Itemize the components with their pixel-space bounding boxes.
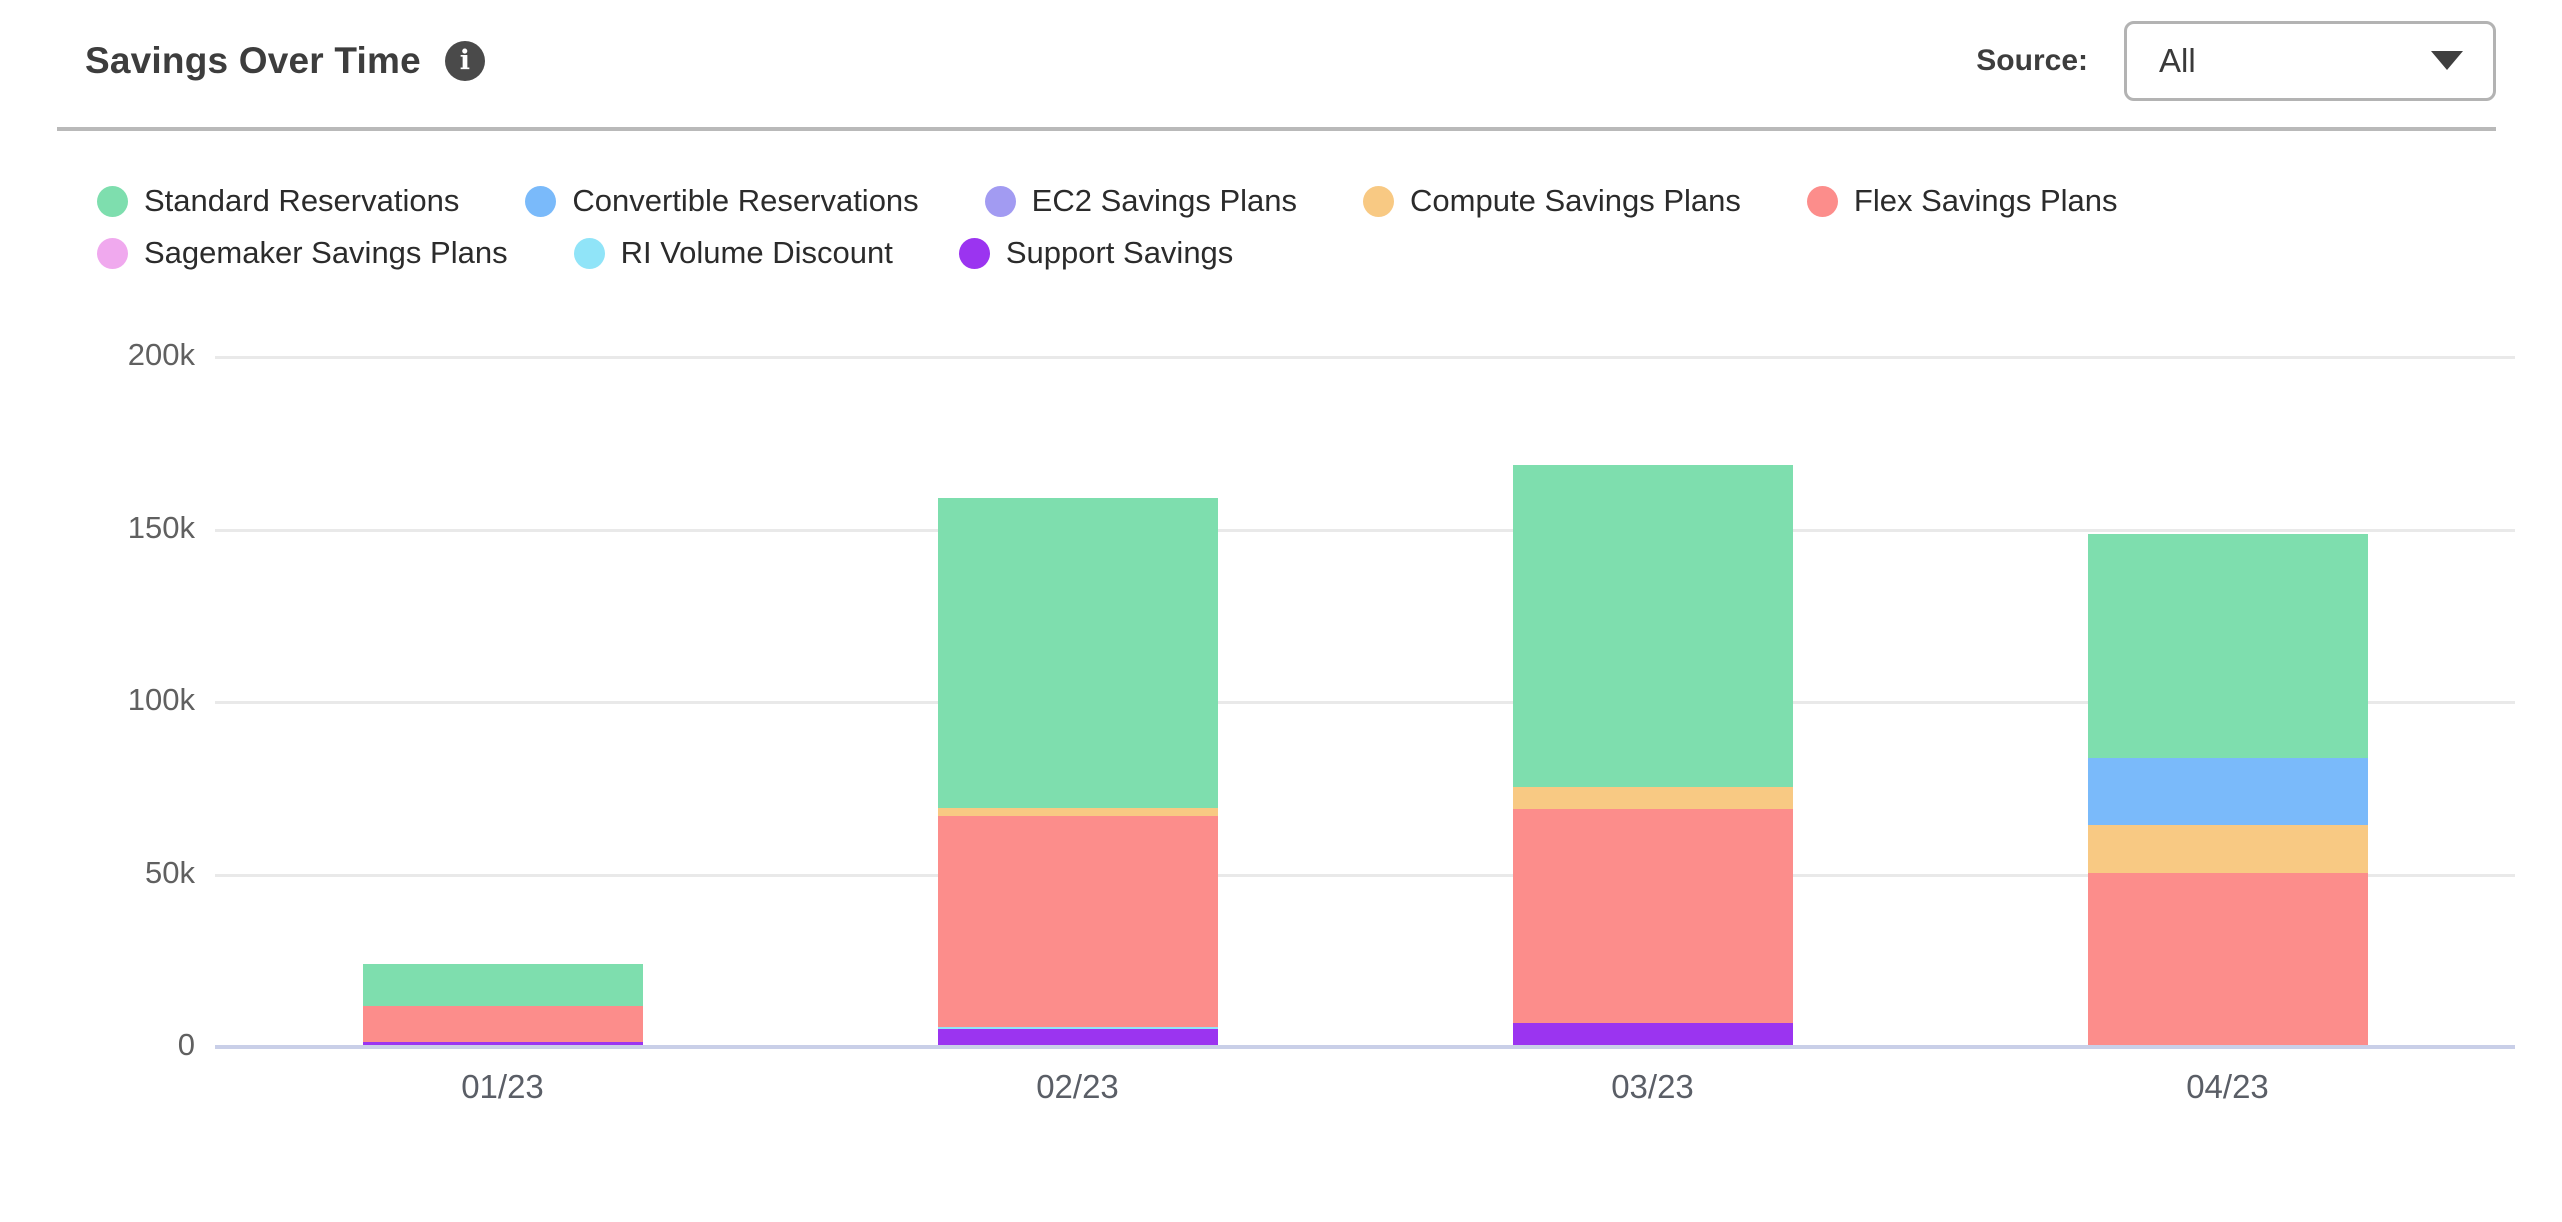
source-dropdown[interactable]: All: [2124, 20, 2496, 101]
legend-label: Support Savings: [1005, 235, 1234, 270]
source-selected-value: All: [2159, 41, 2196, 79]
bar-segment[interactable]: [362, 1041, 643, 1045]
bar-segment[interactable]: [362, 1006, 643, 1042]
plot-area: [215, 356, 2515, 1049]
legend-dot-icon: [984, 185, 1016, 217]
legend-dot-icon: [525, 185, 557, 217]
legend-dot-icon: [573, 237, 605, 269]
bar-segment[interactable]: [937, 497, 1218, 809]
bar-segment[interactable]: [1512, 1023, 1793, 1045]
legend-label: Sagemaker Savings Plans: [144, 235, 508, 270]
chevron-down-icon: [2431, 51, 2463, 70]
gridline: [215, 873, 2515, 877]
legend-row: Sagemaker Savings Plans RI Volume Discoun…: [97, 235, 2347, 271]
bar-segment[interactable]: [937, 1026, 1218, 1030]
x-tick-label: 02/23: [1036, 1068, 1119, 1105]
legend-dot-icon: [97, 185, 128, 217]
bar-segment[interactable]: [937, 816, 1218, 1027]
legend-item[interactable]: Sagemaker Savings Plans: [97, 235, 508, 271]
chart-legend: Standard Reservations Convertible Reserva…: [97, 183, 2347, 271]
bar-segment[interactable]: [1512, 809, 1793, 1024]
legend-dot-icon: [958, 237, 990, 269]
legend-label: EC2 Savings Plans: [1031, 183, 1298, 218]
bar-segment[interactable]: [937, 808, 1218, 817]
bar-03/23: [1512, 465, 1793, 1045]
legend-label: Compute Savings Plans: [1410, 183, 1741, 218]
legend-dot-icon: [1806, 185, 1838, 217]
legend-label: Convertible Reservations: [572, 183, 919, 218]
bar-segment[interactable]: [2087, 534, 2368, 758]
bar-segment[interactable]: [362, 963, 643, 1007]
source-control: Source: All: [1976, 20, 2496, 101]
bar-01/23: [362, 963, 643, 1045]
legend-label: Flex Savings Plans: [1853, 183, 2118, 218]
legend-item[interactable]: EC2 Savings Plans: [984, 183, 1298, 219]
page-title: Savings Over Time: [85, 39, 421, 81]
info-icon[interactable]: i: [444, 40, 485, 81]
bar-segment[interactable]: [937, 1029, 1218, 1045]
bar-04/23: [2087, 534, 2368, 1045]
gridline: [215, 356, 2515, 359]
gridline: [215, 701, 2515, 704]
legend-dot-icon: [97, 237, 128, 269]
legend-item[interactable]: Compute Savings Plans: [1363, 183, 1741, 219]
y-tick-label: 150k: [127, 509, 195, 545]
y-tick-label: 200k: [127, 337, 195, 372]
bar-02/23: [937, 497, 1218, 1045]
legend-row: Standard Reservations Convertible Reserva…: [97, 183, 2347, 219]
bar-segment[interactable]: [1512, 787, 1793, 810]
legend-dot-icon: [1363, 185, 1395, 217]
source-label: Source:: [1976, 43, 2088, 77]
bar-segment[interactable]: [1512, 465, 1793, 788]
x-axis-line: [215, 1045, 2515, 1049]
legend-item[interactable]: Flex Savings Plans: [1806, 183, 2118, 219]
legend-item[interactable]: Support Savings: [958, 235, 1234, 271]
legend-item[interactable]: Convertible Reservations: [525, 183, 919, 219]
x-tick-label: 01/23: [461, 1068, 544, 1105]
title-wrap: Savings Over Time i: [85, 40, 485, 82]
gridline: [215, 528, 2515, 532]
legend-label: RI Volume Discount: [620, 235, 893, 270]
bar-segment[interactable]: [2087, 825, 2368, 873]
legend-label: Standard Reservations: [144, 183, 460, 218]
y-tick-label: 50k: [145, 854, 195, 890]
legend-item[interactable]: Standard Reservations: [97, 183, 459, 219]
legend-item[interactable]: RI Volume Discount: [573, 235, 893, 271]
y-tick-label: 0: [177, 1027, 195, 1062]
bar-segment[interactable]: [2087, 872, 2368, 1045]
y-tick-label: 100k: [127, 682, 195, 717]
panel-header: Savings Over Time i Source: All: [57, 0, 2496, 131]
x-tick-label: 04/23: [2186, 1068, 2269, 1105]
x-axis-labels: 01/23 02/23 03/23 04/23: [215, 1068, 2515, 1118]
bar-segment[interactable]: [2087, 757, 2368, 826]
x-tick-label: 03/23: [1611, 1068, 1694, 1105]
